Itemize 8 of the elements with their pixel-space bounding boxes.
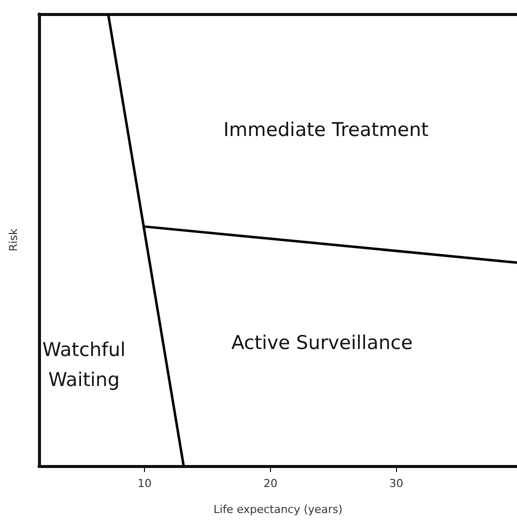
x-axis-title: Life expectancy (years) [213, 503, 343, 516]
x-tick-label: 30 [389, 477, 404, 490]
annotation: Immediate Treatment [223, 119, 429, 141]
x-tick-label: 20 [263, 477, 278, 490]
annotation: Watchful Waiting [42, 339, 126, 391]
annotation: Active Surveillance [231, 332, 413, 354]
x-tick-label: 10 [138, 477, 152, 490]
y-axis-title: Risk [7, 228, 20, 252]
